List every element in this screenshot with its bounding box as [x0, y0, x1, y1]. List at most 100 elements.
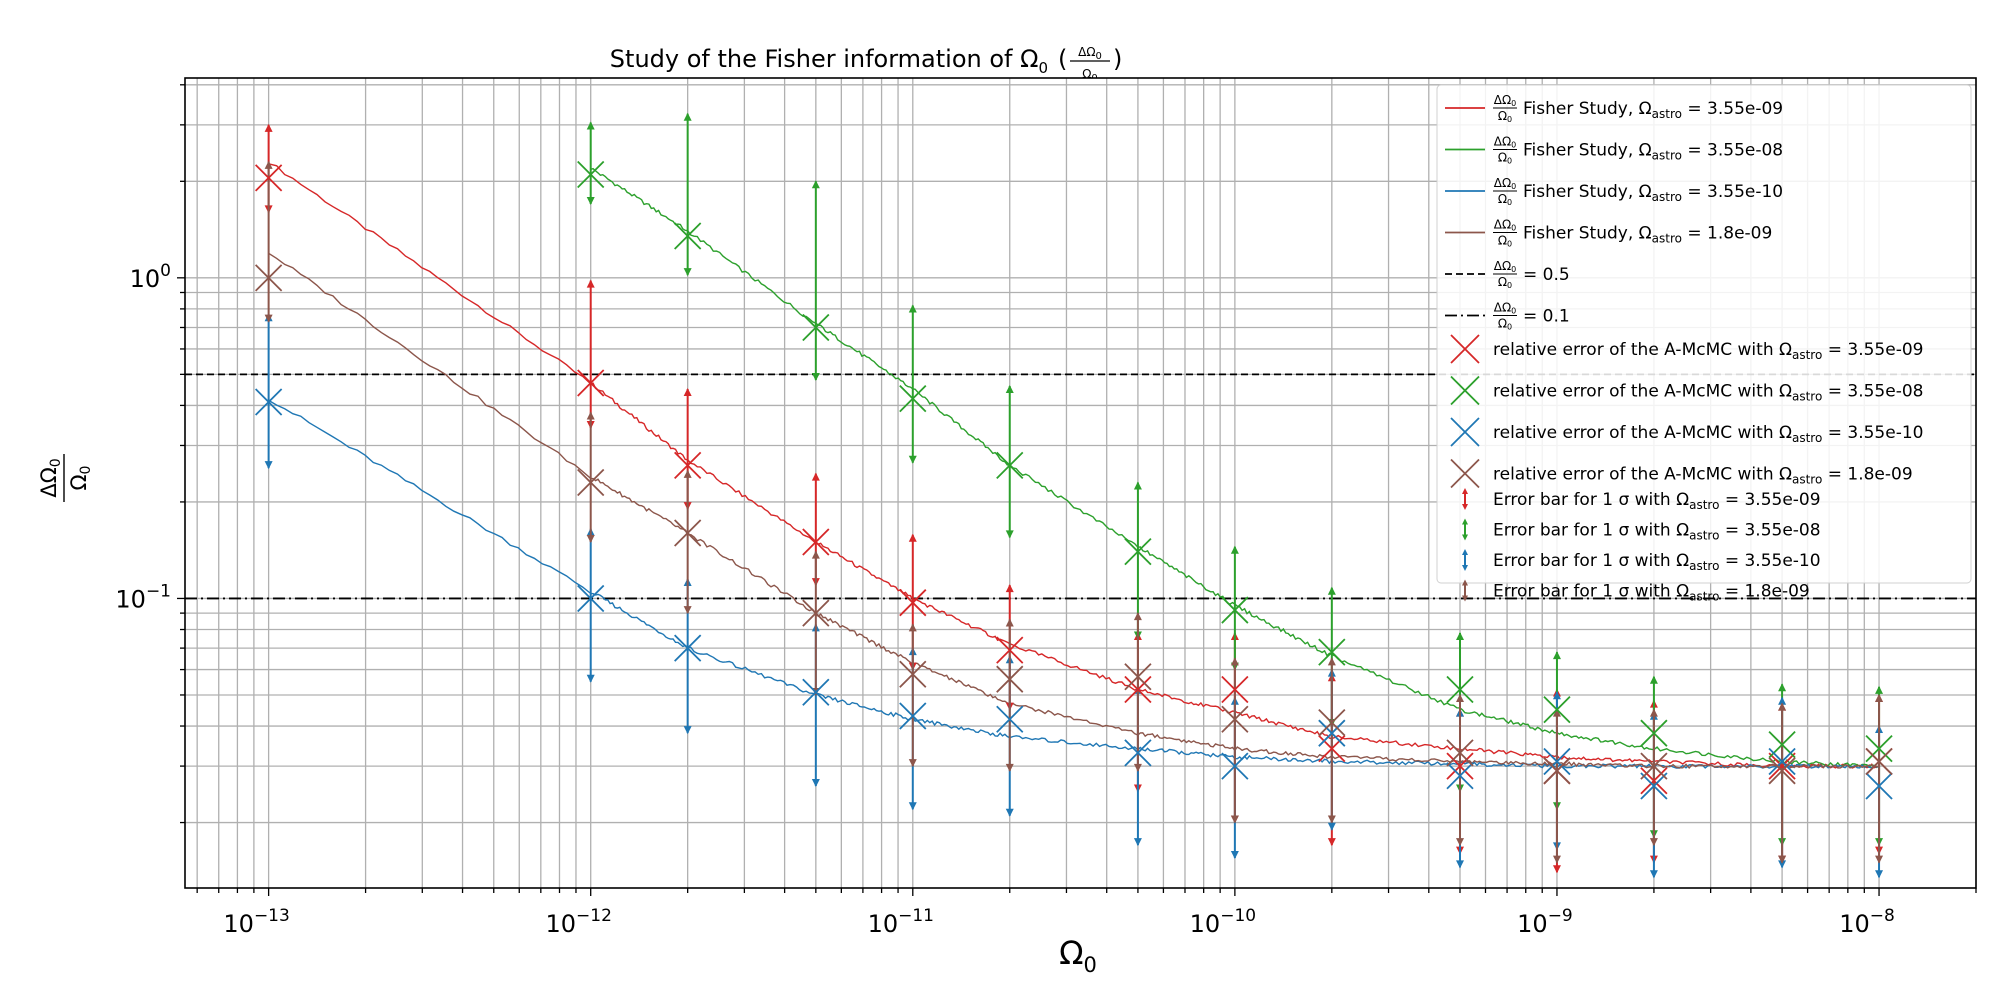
x-tick-label: 10−10 [1190, 906, 1256, 938]
chart-title-paren-close: ) [1113, 45, 1122, 73]
legend-frac-num: ΔΩ0 [1494, 259, 1516, 274]
error-bar-cap-top [1875, 685, 1884, 694]
mcmc-marker-3.55e-08 [1318, 638, 1346, 666]
error-bar-cap-bottom [1230, 815, 1239, 824]
mcmc-marker-1.8e-09 [1221, 705, 1249, 733]
mcmc-marker-3.55e-09 [577, 369, 605, 397]
chart-title-paren-open: ( [1058, 45, 1067, 73]
error-bar-cap-top [908, 533, 917, 542]
error-bar-cap-top [1778, 683, 1787, 692]
error-bar-cap-bottom [1005, 530, 1014, 539]
error-bar-cap-top [683, 388, 692, 397]
legend-label: Fisher Study, Ωastro = 3.55e-08 [1523, 141, 1783, 163]
error-bar-cap-bottom [1552, 855, 1561, 864]
mcmc-marker-3.55e-09 [254, 164, 283, 192]
mcmc-marker-3.55e-10 [577, 584, 605, 613]
error-bar-cap-top [264, 123, 273, 132]
legend-item-mcmc-3.55e-09: relative error of the A-McMC with Ωastro… [1450, 334, 1923, 364]
error-bar-cap-bottom [1456, 838, 1465, 847]
error-bar-cap-top [586, 411, 595, 420]
x-tick-label: 10−13 [223, 906, 289, 938]
mcmc-marker-3.55e-10 [1318, 719, 1346, 747]
mcmc-marker-3.55e-09 [1124, 675, 1152, 704]
legend-label: Fisher Study, Ωastro = 3.55e-09 [1523, 99, 1783, 121]
mcmc-marker-3.55e-10 [674, 634, 702, 662]
error-bar-cap-top [586, 279, 595, 288]
error-bar-cap-top [1552, 708, 1561, 717]
reference-lines [185, 373, 1976, 600]
error-bar-cap-top [1552, 691, 1561, 700]
mcmc-marker-1.8e-09 [254, 264, 283, 292]
error-bar-cap-top [1005, 384, 1014, 393]
legend-frac-num: ΔΩ0 [1494, 135, 1516, 150]
mcmc-marker-3.55e-08 [1640, 719, 1668, 747]
error-bar-cap-bottom [811, 779, 820, 788]
legend-label: relative error of the A-McMC with Ωastro… [1493, 423, 1923, 445]
mcmc-marker-3.55e-09 [1768, 752, 1796, 780]
mcmc-marker-3.55e-10 [1640, 772, 1668, 800]
mcmc-marker-3.55e-10 [899, 702, 927, 730]
fisher-curve-3.55e-09 [268, 163, 1880, 769]
error-bar-cap-bottom [908, 759, 917, 768]
error-bar-cap-bottom [1875, 870, 1884, 879]
fisher-curve-1.8e-09 [268, 252, 1880, 770]
mcmc-marker-3.55e-09 [1446, 752, 1474, 780]
chart-title: Study of the Fisher information of Ω0 ( … [610, 45, 1123, 84]
error-bar-cap-bottom [1133, 838, 1142, 847]
legend-label: relative error of the A-McMC with Ωastro… [1493, 340, 1923, 362]
error-bar-cap-top [264, 160, 273, 169]
legend-frac-den: Ω0 [1498, 109, 1512, 124]
mcmc-marker-3.55e-08 [996, 451, 1024, 480]
plot-frame [184, 77, 1977, 889]
mcmc-marker-1.8e-09 [1768, 757, 1796, 785]
legend-label: Error bar for 1 σ with Ωastro = 3.55e-10 [1493, 551, 1821, 573]
fisher-curve-3.55e-10 [268, 399, 1880, 769]
mcmc-marker-1.8e-09 [1124, 663, 1152, 691]
chart-title-frac-num: ΔΩ0 [1078, 45, 1102, 62]
y-tick-label: 10−1 [115, 581, 171, 613]
error-bar-cap-top [1133, 612, 1142, 621]
mcmc-marker-3.55e-08 [1543, 696, 1571, 724]
mcmc-marker-3.55e-08 [1865, 735, 1893, 763]
legend-label: Error bar for 1 σ with Ωastro = 1.8e-09 [1493, 582, 1810, 604]
mcmc-marker-1.8e-09 [1543, 757, 1571, 785]
error-bar-cap-bottom [1649, 870, 1658, 879]
mcmc-marker-3.55e-09 [1221, 675, 1249, 704]
error-bar-cap-top [683, 469, 692, 478]
legend-item-errorbar-3.55e-08: Error bar for 1 σ with Ωastro = 3.55e-08 [1462, 518, 1821, 543]
legend-frac-den: Ω0 [1498, 234, 1512, 249]
mcmc-marker-3.55e-10 [1446, 762, 1474, 790]
mcmc-marker-1.8e-09 [1446, 739, 1474, 767]
error-bar-cap-bottom [264, 461, 273, 470]
mcmc-marker-3.55e-08 [899, 384, 927, 413]
mcmc-marker-3.55e-09 [674, 451, 702, 480]
legend-frac-den: Ω0 [1498, 151, 1512, 166]
error-bar-cap-top [586, 121, 595, 130]
mcmc-marker-3.55e-08 [577, 160, 605, 189]
legend-frac-num: ΔΩ0 [1494, 301, 1516, 316]
legend-frac-num: ΔΩ0 [1494, 218, 1516, 233]
mcmc-marker-1.8e-09 [674, 519, 702, 547]
legend-item-errorbar-3.55e-10: Error bar for 1 σ with Ωastro = 3.55e-10 [1462, 549, 1821, 573]
y-tick-label: 100 [130, 261, 171, 293]
error-bar-cap-bottom [1005, 808, 1014, 817]
mcmc-marker-3.55e-09 [802, 528, 830, 556]
mcmc-marker-3.55e-10 [996, 705, 1024, 733]
legend-frac-num: ΔΩ0 [1494, 176, 1516, 191]
data-series [254, 112, 1893, 879]
legend-frac-num: ΔΩ0 [1494, 93, 1516, 108]
mcmc-marker-1.8e-09 [577, 468, 605, 497]
svg-text:ΔΩ0: ΔΩ0 [37, 458, 64, 497]
mcmc-marker-3.55e-10 [802, 678, 830, 706]
mcmc-marker-3.55e-10 [1865, 772, 1893, 800]
legend-box [1436, 84, 1972, 584]
mcmc-marker-1.8e-09 [1318, 708, 1346, 737]
legend-label: = 0.1 [1523, 307, 1570, 327]
mcmc-marker-3.55e-08 [1446, 675, 1474, 704]
legend-frac-den: Ω0 [1498, 317, 1512, 332]
error-bar-cap-top [1005, 618, 1014, 627]
error-bar-cap-bottom [1230, 851, 1239, 860]
mcmc-marker-3.55e-09 [996, 636, 1024, 664]
